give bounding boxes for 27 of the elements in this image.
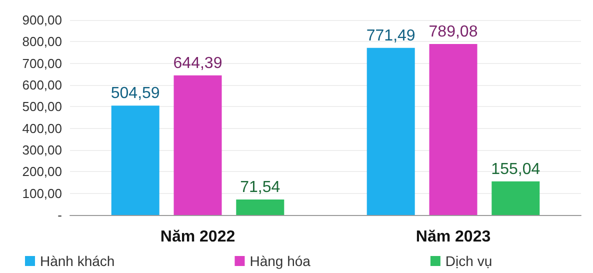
legend-label: Hàng hóa: [250, 253, 311, 269]
x-tick-label: Năm 2023: [416, 228, 491, 246]
bar: [366, 48, 415, 215]
bar: [111, 106, 160, 215]
y-tick-label: 200,00: [22, 164, 62, 180]
data-label: 644,39: [173, 54, 222, 72]
bar: [492, 181, 540, 215]
bar: [429, 44, 478, 215]
data-label: 71,54: [240, 179, 280, 196]
bar: [174, 75, 222, 215]
legend-label: Dịch vụ: [445, 253, 492, 269]
y-tick-label: 800,00: [22, 34, 62, 50]
y-tick-label: 400,00: [22, 120, 62, 136]
y-tick-label: 500,00: [22, 99, 62, 114]
y-tick-label: 700,00: [22, 56, 62, 71]
y-tick-label: 100,00: [22, 186, 62, 201]
y-tick-label: 300,00: [22, 142, 62, 158]
legend-label: Hành khách: [40, 253, 115, 269]
y-tick-label: 600,00: [22, 78, 62, 92]
x-tick-label: Năm 2022: [160, 228, 236, 246]
y-tick-label: 900,00: [22, 12, 62, 28]
data-label: 155,04: [491, 160, 540, 178]
bar: [236, 200, 284, 215]
data-label: 504,59: [110, 85, 160, 102]
y-tick-label: -: [58, 208, 62, 222]
data-label: 771,49: [366, 27, 416, 44]
data-label: 789,08: [428, 24, 478, 41]
